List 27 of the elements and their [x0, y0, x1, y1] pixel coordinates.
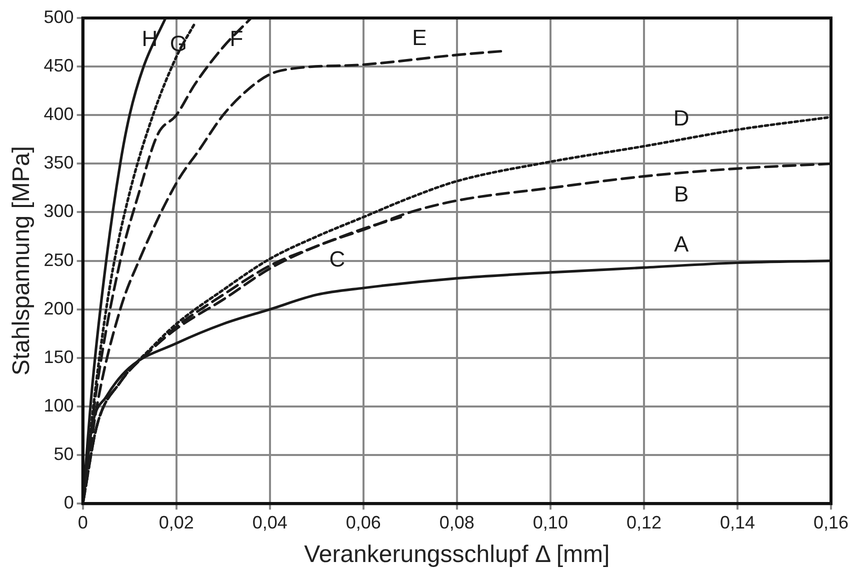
y-tick-label: 0: [64, 492, 74, 513]
x-tick-label: 0,06: [346, 512, 381, 532]
series-label: E: [412, 24, 427, 50]
x-tick-label: 0,04: [252, 512, 288, 532]
y-tick-label: 150: [44, 346, 74, 367]
y-axis-title: Stahlspannung [MPa]: [8, 146, 36, 376]
y-tick-label: 100: [44, 395, 74, 416]
x-tick-label: 0,14: [720, 512, 755, 532]
y-tick-label: 300: [44, 201, 74, 222]
x-tick-label: 0,02: [158, 512, 194, 532]
x-axis-title: Verankerungsschlupf Δ [mm]: [304, 541, 610, 568]
y-tick-label: 50: [54, 444, 74, 464]
series-label: C: [329, 246, 346, 272]
series-label: A: [674, 232, 690, 257]
x-tick-label: 0,08: [439, 512, 474, 532]
x-tick-label: 0,10: [532, 512, 568, 532]
y-tick-label: 500: [44, 6, 74, 27]
y-tick-label: 250: [44, 250, 74, 270]
x-tick-label: 0,12: [626, 512, 662, 532]
y-tick-label: 400: [44, 104, 74, 124]
y-tick-label: 350: [44, 152, 74, 173]
series-label: D: [673, 106, 690, 131]
y-tick-label: 200: [44, 298, 74, 318]
x-tick-label: 0,16: [813, 512, 849, 532]
x-tick-label: 0: [78, 512, 88, 532]
series-label: B: [674, 181, 689, 206]
y-tick-label: 450: [44, 56, 74, 76]
